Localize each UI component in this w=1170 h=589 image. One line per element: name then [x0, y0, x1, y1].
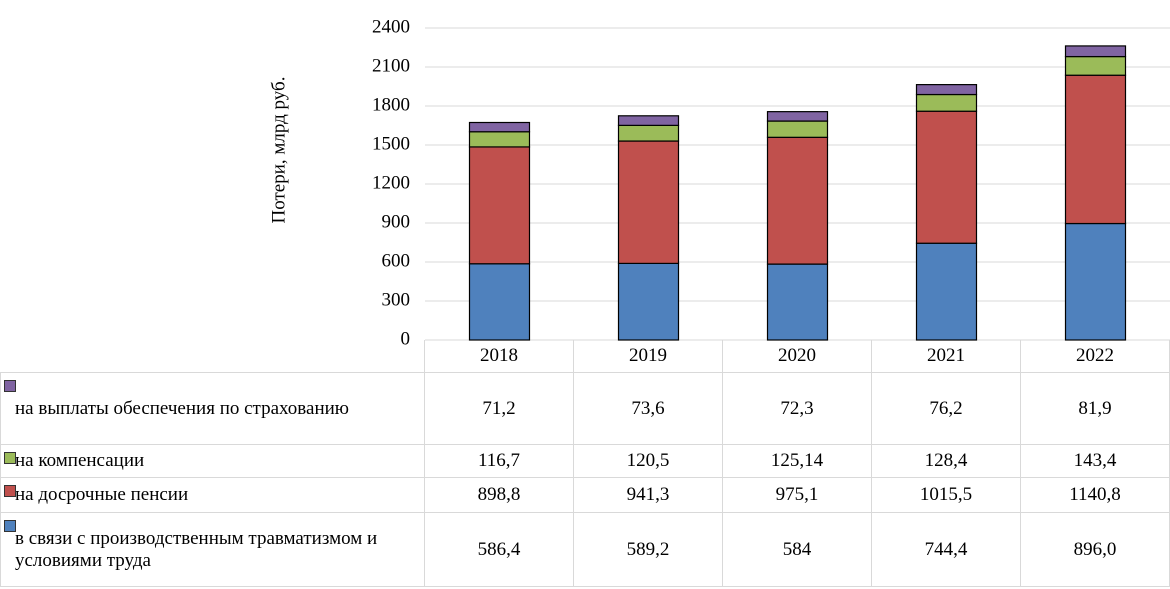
bar-segment [1064, 74, 1127, 225]
legend-label: на компенсации [15, 450, 145, 471]
table-value: 896,0 [1021, 513, 1170, 587]
y-tick-label: 600 [382, 250, 411, 271]
x-tick-label: 2020 [723, 340, 872, 373]
y-tick-label: 0 [401, 328, 411, 345]
legend-key [4, 520, 16, 532]
legend-key [4, 380, 16, 392]
table-value: 128,4 [872, 445, 1021, 478]
table-value: 71,2 [425, 373, 574, 445]
y-tick-label: 2100 [372, 55, 410, 76]
legend-entry: на досрочные пенсии [0, 478, 425, 513]
bar-segment [1064, 45, 1127, 58]
table-value: 73,6 [574, 373, 723, 445]
table-value: 72,3 [723, 373, 872, 445]
legend-entry: на выплаты обеспечения по страхованию [0, 373, 425, 445]
bar-segment [766, 111, 829, 122]
y-tick-label: 1200 [372, 172, 410, 193]
bar-segment [766, 136, 829, 265]
y-tick-label: 900 [382, 211, 411, 232]
legend-label: на выплаты обеспечения по страхованию [15, 397, 349, 419]
y-tick-label: 1500 [372, 133, 410, 154]
legend-label: на досрочные пенсии [15, 484, 189, 505]
bar-segment [1064, 55, 1127, 76]
legend-entry: на компенсации [0, 445, 425, 478]
x-tick-label: 2019 [574, 340, 723, 373]
x-tick-label: 2021 [872, 340, 1021, 373]
bar-segment [915, 84, 978, 96]
table-value: 941,3 [574, 478, 723, 513]
bar-segment [1064, 222, 1127, 341]
bar-segment [766, 263, 829, 341]
bar-segment [617, 262, 680, 341]
table-value: 584 [723, 513, 872, 587]
bar-segment [617, 115, 680, 126]
legend-key [4, 452, 16, 464]
table-value: 744,4 [872, 513, 1021, 587]
table-value: 76,2 [872, 373, 1021, 445]
bar-segment [915, 242, 978, 341]
y-tick-label: 300 [382, 289, 411, 310]
legend-key [4, 485, 16, 497]
table-corner [0, 340, 425, 373]
bar-segment [617, 124, 680, 142]
bar-segment [468, 131, 531, 148]
bar-segment [915, 110, 978, 244]
table-value: 1140,8 [1021, 478, 1170, 513]
bar-segment [766, 120, 829, 138]
y-tick-label: 2400 [372, 16, 410, 37]
table-value: 586,4 [425, 513, 574, 587]
bar-segment [468, 263, 531, 341]
table-value: 120,5 [574, 445, 723, 478]
legend-entry: в связи с производственным травматизмом … [0, 513, 425, 587]
table-value: 1015,5 [872, 478, 1021, 513]
data-table: 2018 2019 2020 2021 2022 на выплаты обеспечен… [0, 340, 1170, 587]
y-axis-title: Потери, млрд руб. [268, 77, 289, 224]
legend-label: в связи с производственным травматизмом … [15, 527, 378, 571]
table-value: 589,2 [574, 513, 723, 587]
table-value: 81,9 [1021, 373, 1170, 445]
table-value: 975,1 [723, 478, 872, 513]
y-tick-label: 1800 [372, 94, 410, 115]
bar-segment [617, 140, 680, 265]
table-value: 898,8 [425, 478, 574, 513]
bar-segment [468, 121, 531, 133]
bar-segment [915, 93, 978, 112]
table-value: 116,7 [425, 445, 574, 478]
bar-segment [468, 146, 531, 265]
table-value: 125,14 [723, 445, 872, 478]
x-tick-label: 2022 [1021, 340, 1170, 373]
table-value: 143,4 [1021, 445, 1170, 478]
x-tick-label: 2018 [425, 340, 574, 373]
plot: Потери, млрд руб. 0 300 600 900 1200 1500 1800… [268, 16, 1170, 345]
